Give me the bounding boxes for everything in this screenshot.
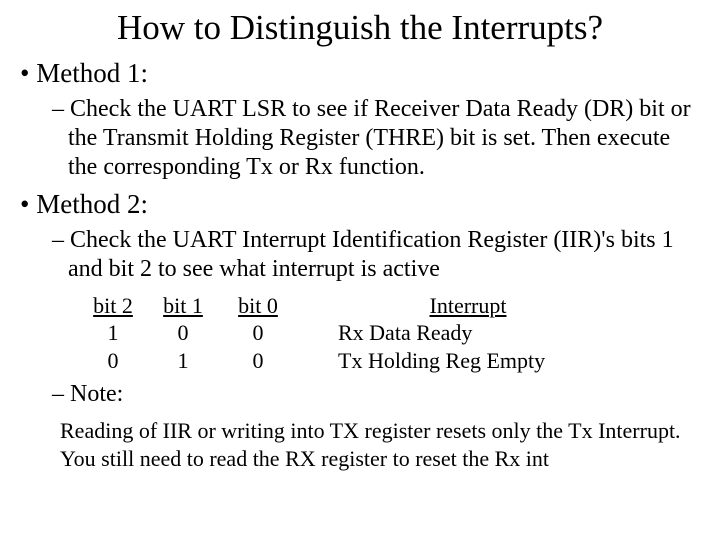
cell-interrupt: Tx Holding Reg Empty (298, 347, 598, 375)
table-row: 1 0 0 Rx Data Ready (78, 319, 702, 347)
iir-table: bit 2 bit 1 bit 0 Interrupt 1 0 0 Rx Dat… (78, 292, 702, 375)
slide: How to Distinguish the Interrupts? Metho… (0, 0, 720, 472)
note-text: Reading of IIR or writing into TX regist… (60, 417, 702, 472)
header-bit1: bit 1 (148, 292, 218, 320)
cell-bit0: 0 (218, 319, 298, 347)
method1-label: Method 1: (18, 58, 702, 89)
cell-bit2: 0 (78, 347, 148, 375)
cell-interrupt: Rx Data Ready (298, 319, 598, 347)
cell-bit1: 1 (148, 347, 218, 375)
cell-bit2: 1 (78, 319, 148, 347)
slide-title: How to Distinguish the Interrupts? (18, 8, 702, 48)
method1-detail: Check the UART LSR to see if Receiver Da… (52, 95, 702, 181)
cell-bit1: 0 (148, 319, 218, 347)
table-row: 0 1 0 Tx Holding Reg Empty (78, 347, 702, 375)
method2-label: Method 2: (18, 189, 702, 220)
cell-bit0: 0 (218, 347, 298, 375)
table-header-row: bit 2 bit 1 bit 0 Interrupt (78, 292, 702, 320)
method2-detail: Check the UART Interrupt Identification … (52, 226, 702, 284)
header-bit2: bit 2 (78, 292, 148, 320)
note-label: Note: (52, 380, 702, 409)
header-bit0: bit 0 (218, 292, 298, 320)
header-interrupt: Interrupt (298, 292, 598, 320)
